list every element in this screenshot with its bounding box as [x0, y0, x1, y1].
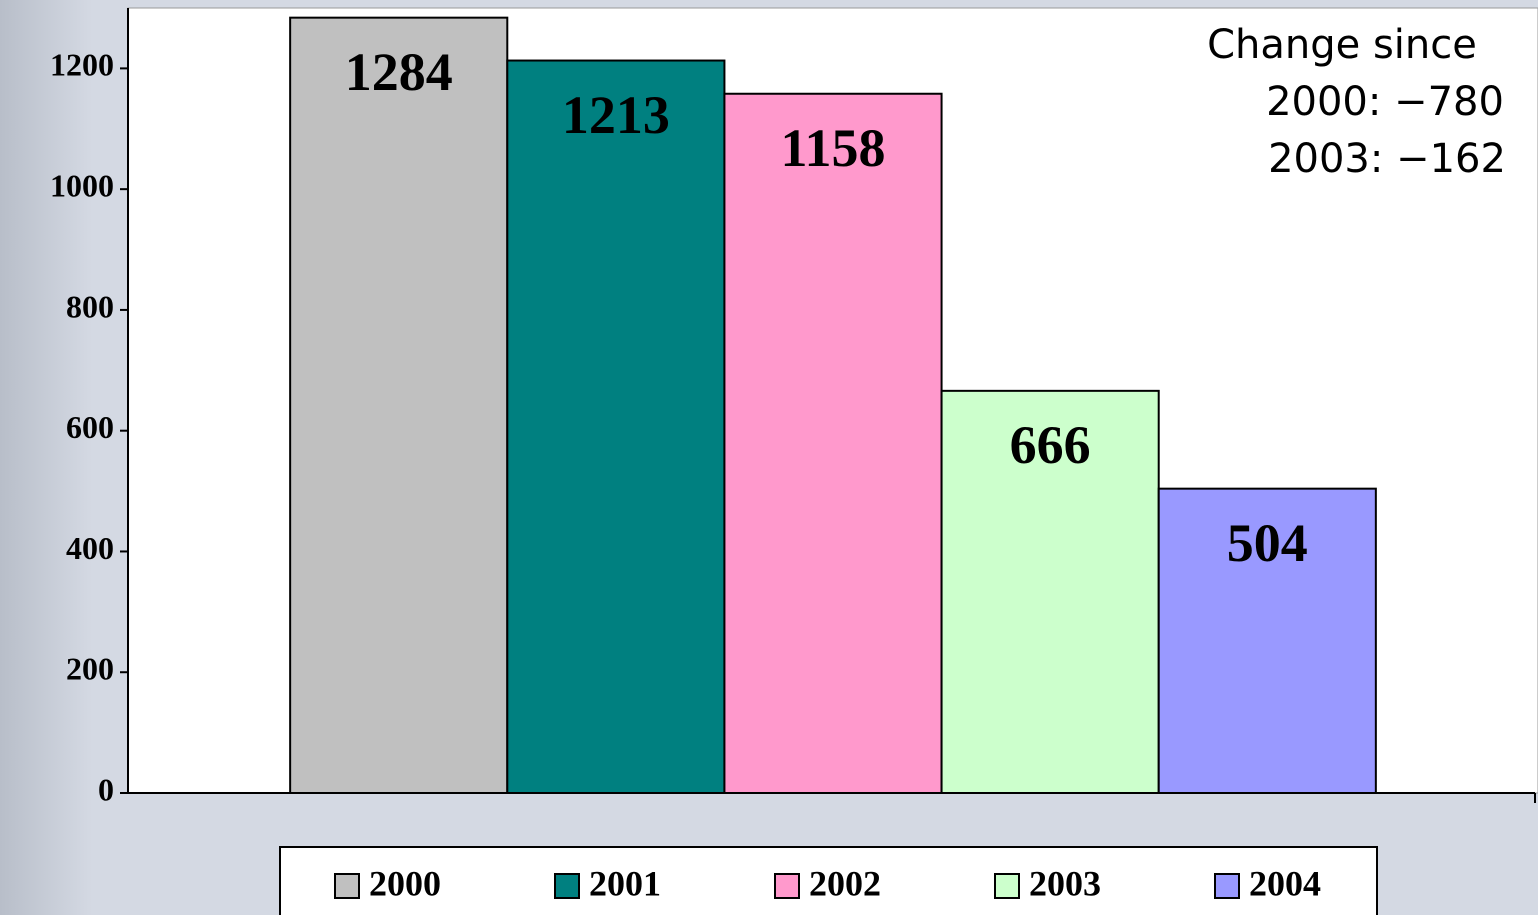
y-tick-label: 1200 — [50, 47, 114, 83]
value-label: 1158 — [780, 118, 885, 178]
bar — [289, 16, 509, 794]
legend-label: 2000 — [369, 863, 441, 903]
legend-swatch — [1214, 873, 1240, 899]
value-label: 1213 — [562, 85, 670, 145]
legend-swatch — [994, 873, 1020, 899]
value-label: 666 — [1010, 415, 1091, 475]
y-tick-label: 400 — [66, 530, 114, 566]
bar — [1157, 487, 1377, 794]
value-label: 1284 — [345, 42, 453, 102]
bar — [506, 59, 726, 795]
legend-box — [279, 846, 1378, 915]
annotation: Change since — [1207, 22, 1477, 68]
y-tick-label: 200 — [66, 651, 114, 687]
value-label: 504 — [1227, 513, 1308, 573]
bar — [723, 92, 943, 794]
annotation: 2003: −162 — [1268, 136, 1506, 182]
legend-swatch — [554, 873, 580, 899]
legend-label: 2001 — [589, 863, 661, 903]
bar — [940, 389, 1160, 794]
y-tick-label: 600 — [66, 409, 114, 445]
legend-label: 2004 — [1249, 863, 1321, 903]
y-tick-label: 1000 — [50, 167, 114, 203]
y-tick-label: 800 — [66, 288, 114, 324]
annotation: 2000: −780 — [1266, 79, 1504, 125]
legend-label: 2003 — [1029, 863, 1101, 903]
legend-swatch — [334, 873, 360, 899]
legend-swatch — [774, 873, 800, 899]
y-tick-label: 0 — [98, 771, 114, 807]
legend-label: 2002 — [809, 863, 881, 903]
